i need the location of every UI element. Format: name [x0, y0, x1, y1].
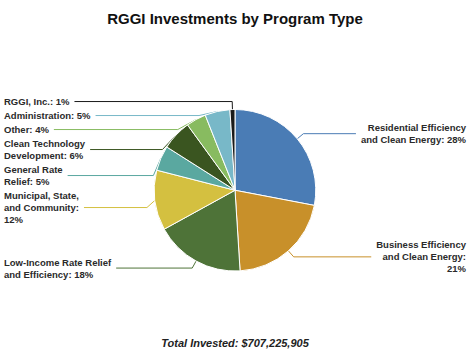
svg-text:Low-Income Rate Relief: Low-Income Rate Relief [4, 257, 112, 268]
svg-text:General Rate: General Rate [4, 164, 63, 175]
svg-text:Business Efficiency: Business Efficiency [376, 239, 466, 250]
svg-text:and Clean Energy: 28%: and Clean Energy: 28% [361, 134, 467, 145]
svg-text:Total Invested: $707,225,905: Total Invested: $707,225,905 [161, 337, 309, 349]
svg-text:Municipal, State,: Municipal, State, [4, 190, 79, 201]
svg-text:Administration: 5%: Administration: 5% [4, 110, 91, 121]
svg-text:Other: 4%: Other: 4% [4, 124, 49, 135]
svg-text:and Clean Energy:: and Clean Energy: [383, 251, 466, 262]
svg-text:RGGI, Inc.: 1%: RGGI, Inc.: 1% [4, 96, 70, 107]
svg-text:and Community:: and Community: [4, 202, 79, 213]
svg-text:Clean Technology: Clean Technology [4, 138, 86, 149]
svg-text:and Efficiency: 18%: and Efficiency: 18% [4, 269, 94, 280]
svg-text:RGGI Investments by Program Ty: RGGI Investments by Program Type [107, 10, 363, 27]
svg-text:Relief: 5%: Relief: 5% [4, 176, 50, 187]
svg-text:Residential Efficiency: Residential Efficiency [368, 122, 467, 133]
svg-text:Development: 6%: Development: 6% [4, 150, 84, 161]
svg-text:12%: 12% [4, 214, 24, 225]
svg-text:21%: 21% [447, 263, 467, 274]
